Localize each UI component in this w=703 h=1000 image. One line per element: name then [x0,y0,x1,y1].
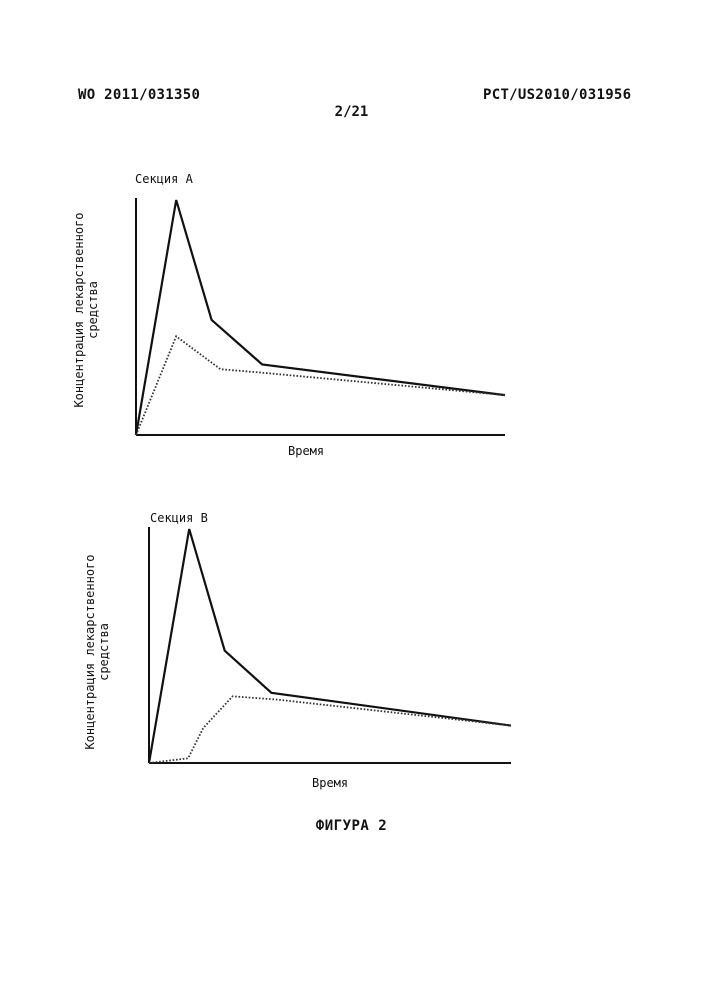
solid-series-line [136,200,505,435]
solid-series-line [149,529,511,763]
page-number: 2/21 [0,104,703,120]
figure-caption: ФИГУРА 2 [0,818,703,834]
application-number: PCT/US2010/031956 [483,87,631,103]
dotted-series-line [136,336,505,435]
chart-plot-area [0,160,703,470]
chart-section-a: Секция А Концентрация лекарственного сре… [0,160,703,470]
dotted-series-line [149,696,511,763]
patent-publication-number: WO 2011/031350 [78,87,200,103]
x-axis-label: Время [312,776,348,790]
chart-section-b: Секция В Концентрация лекарственного сре… [0,505,703,805]
x-axis-label: Время [288,444,324,458]
chart-plot-area [0,505,703,805]
